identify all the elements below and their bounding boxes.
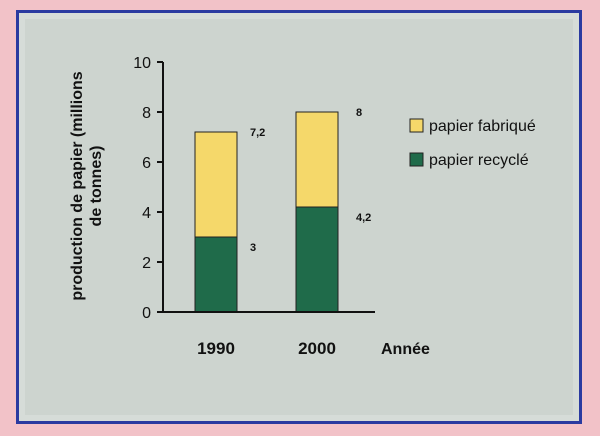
y-tick-label: 4 (142, 205, 151, 222)
legend-label: papier recyclé (429, 152, 529, 169)
bar-papier-recyclé-2000 (295, 206, 339, 313)
data-label: 4,2 (356, 212, 371, 224)
y-axis-label-line1: production de papier (millions (69, 71, 86, 300)
y-tick-label: 10 (133, 55, 151, 72)
x-tick-label: 1990 (197, 339, 235, 358)
data-label: 7,2 (250, 127, 265, 139)
y-tick-label: 6 (142, 155, 151, 172)
y-tick-label: 0 (142, 305, 151, 322)
y-tick-label: 2 (142, 255, 151, 272)
legend-swatch (409, 152, 424, 167)
data-label: 8 (356, 107, 362, 119)
data-label: 3 (250, 242, 256, 254)
chart-frame (16, 10, 582, 424)
legend-swatch (409, 118, 424, 133)
y-axis-label-line2: de tonnes) (88, 146, 105, 227)
x-axis-label: Année (381, 341, 430, 358)
bar-papier-recyclé-1990 (194, 236, 238, 313)
legend-label: papier fabriqué (429, 118, 536, 135)
y-tick-label: 8 (142, 105, 151, 122)
x-tick-label: 2000 (298, 339, 336, 358)
